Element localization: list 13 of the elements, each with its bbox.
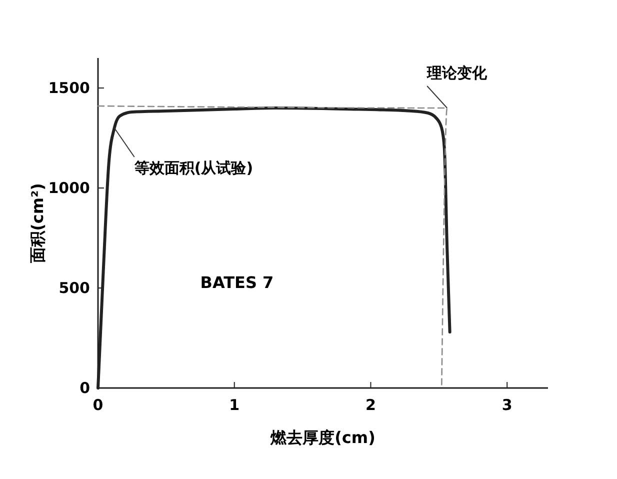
annotation: BATES 7 [200, 273, 274, 292]
x-tick-label: 2 [366, 396, 376, 414]
x-tick-label: 1 [229, 396, 240, 414]
x-tick-label: 3 [502, 396, 512, 414]
y-tick-label: 1000 [48, 179, 90, 197]
x-axis-title: 燃去厚度(cm) [270, 428, 376, 447]
annotation: 理论变化 [426, 64, 488, 82]
x-tick-label: 0 [92, 396, 104, 414]
annotation: 等效面积(从试验) [133, 159, 254, 177]
y-tick-label: 1500 [48, 79, 90, 97]
y-tick-label: 500 [58, 279, 90, 297]
y-tick-label: 0 [80, 379, 90, 397]
y-axis-title: 面积(cm²) [28, 183, 47, 264]
